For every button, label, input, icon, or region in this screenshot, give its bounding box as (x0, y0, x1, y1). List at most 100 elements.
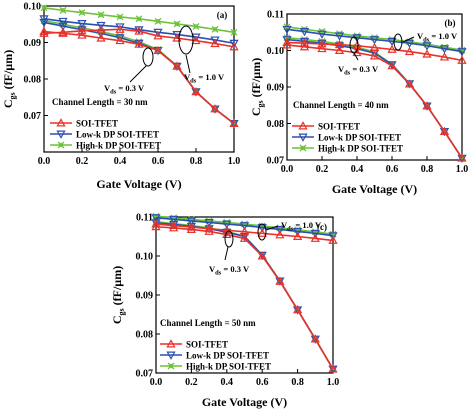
y-axis-label: Cgs (fF/µm) (249, 58, 265, 116)
vds_high-main: V (417, 31, 424, 41)
data-point-0-0 (404, 79, 415, 88)
data-point-1-1 (153, 28, 163, 38)
data-point-0-0 (229, 118, 239, 128)
data-point-0-0 (310, 334, 320, 343)
data-point-0-0 (39, 26, 49, 36)
data-point-0-1 (191, 35, 201, 45)
x-tick-label: 0.0 (38, 156, 51, 167)
x-tick-label: 0.6 (152, 156, 165, 167)
data-point-0-0 (439, 126, 450, 136)
legend-marker-2 (167, 362, 175, 370)
x-tick-label: 0.4 (351, 164, 364, 175)
data-point-1-1 (282, 25, 292, 35)
series-line-0-0 (43, 30, 235, 125)
data-point-0-1 (328, 235, 338, 244)
data-point-0-1 (404, 46, 415, 56)
vds_high-arrow (265, 225, 279, 231)
data-point-0-1 (334, 39, 345, 49)
legend-marker-2-ring (168, 363, 174, 369)
data-point-2-1-ring (117, 14, 123, 20)
data-point-0-0 (210, 104, 220, 113)
data-point-0-1 (169, 220, 179, 230)
vds_high-main: V (281, 220, 288, 230)
data-point-0-1 (204, 223, 214, 233)
series-line-0-0 (155, 225, 334, 370)
y-axis-label-main: C (249, 108, 263, 117)
data-point-1-1 (457, 48, 467, 57)
data-point-1-1 (222, 220, 232, 229)
data-point-2-1 (59, 6, 67, 14)
data-point-1-1 (369, 36, 380, 45)
data-point-0-1 (96, 25, 106, 34)
y-axis-label-unit: (fF/µm) (1, 50, 15, 93)
vds_low-main: V (209, 264, 216, 274)
vds_low-arrow (224, 246, 229, 261)
x-axis-label: Gate Voltage (V) (96, 177, 181, 191)
data-point-0-1 (369, 42, 380, 52)
vds_low-annotation: Vds = 0.3 V (104, 83, 145, 96)
data-point-1-0 (58, 22, 68, 31)
vds_low-ellipse (142, 47, 154, 67)
data-point-2-1-ring (174, 21, 180, 27)
plot-frame (155, 216, 334, 374)
data-point-2-1-ring (136, 16, 142, 21)
data-point-0-1 (439, 52, 450, 61)
data-point-0-1 (229, 42, 239, 51)
data-point-0-1 (77, 25, 87, 35)
legend-marker-2 (57, 141, 65, 149)
vds_high-sub: ds (287, 226, 294, 233)
data-point-2-1 (116, 13, 124, 21)
data-point-1-0 (334, 42, 345, 51)
vds_low-arrow (353, 52, 359, 61)
data-point-0-0 (186, 224, 197, 233)
x-tick-label: 0.8 (190, 156, 203, 167)
data-point-1-1 (275, 226, 285, 235)
vds_low-main: V (338, 64, 345, 74)
legend-label-1: Low-k DP SOI-TFET (186, 351, 269, 361)
data-point-1-1 (317, 30, 327, 39)
y-tick-label: 0.10 (136, 252, 154, 263)
data-point-0-1 (239, 226, 250, 236)
vds_high-main: V (184, 72, 191, 82)
y-axis-label-sub: gs (117, 308, 126, 315)
data-point-0-0 (222, 229, 232, 239)
y-axis-label-sub: gs (8, 92, 17, 99)
data-point-0-0 (115, 35, 125, 45)
vds_high-annotation: Vds = 1.0 V (417, 31, 458, 44)
vds_low-value: = 0.3 V (116, 83, 145, 93)
vds_high-value: = 1.0 V (196, 72, 225, 82)
data-point-2-1-ring (98, 12, 104, 17)
data-point-0-0 (77, 30, 87, 39)
data-point-1-1 (191, 33, 201, 42)
data-point-2-1 (230, 28, 238, 36)
legend-marker-2-ring (58, 142, 64, 148)
data-point-0-0 (292, 304, 303, 314)
x-tick-label: 0.8 (291, 377, 304, 388)
data-point-2-1-ring (231, 30, 237, 35)
y-tick-label: 0.07 (136, 369, 154, 380)
legend-label-1: Low-k DP SOI-TFET (76, 130, 159, 140)
data-point-2-1-ring (155, 19, 161, 24)
legend-marker-0 (56, 118, 66, 127)
x-tick-label: 1.0 (327, 377, 340, 388)
data-point-1-1 (292, 227, 303, 237)
series-line-1-1 (286, 28, 463, 53)
data-point-0-0 (134, 39, 144, 48)
data-point-1-0 (115, 34, 125, 43)
legend-marker-1 (56, 130, 66, 139)
data-point-0-0 (169, 223, 179, 232)
vds_high-ellipse (178, 25, 194, 55)
vds_high-value: = 1.0 V (293, 220, 322, 230)
vds_high-sub: ds (190, 78, 197, 85)
channel-length-label: Channel Length = 40 nm (293, 100, 389, 110)
y-axis-label: Cgs (fF/µm) (1, 50, 17, 108)
vds_low-sub: ds (110, 89, 117, 96)
channel-length-label: Channel Length = 50 nm (160, 318, 256, 328)
data-point-2-1 (97, 11, 105, 19)
data-point-0-0 (172, 61, 182, 70)
chart-panel-3: 0.0 0.2 0.4 0.6 0.8 1.0 0.07 0.08 0.09 0.10 0.11 Ga… (110, 213, 339, 410)
data-point-2-1-ring (79, 10, 85, 15)
data-point-0-1 (299, 38, 310, 47)
y-tick-label: 0.08 (136, 330, 154, 341)
data-point-1-1 (77, 20, 87, 29)
